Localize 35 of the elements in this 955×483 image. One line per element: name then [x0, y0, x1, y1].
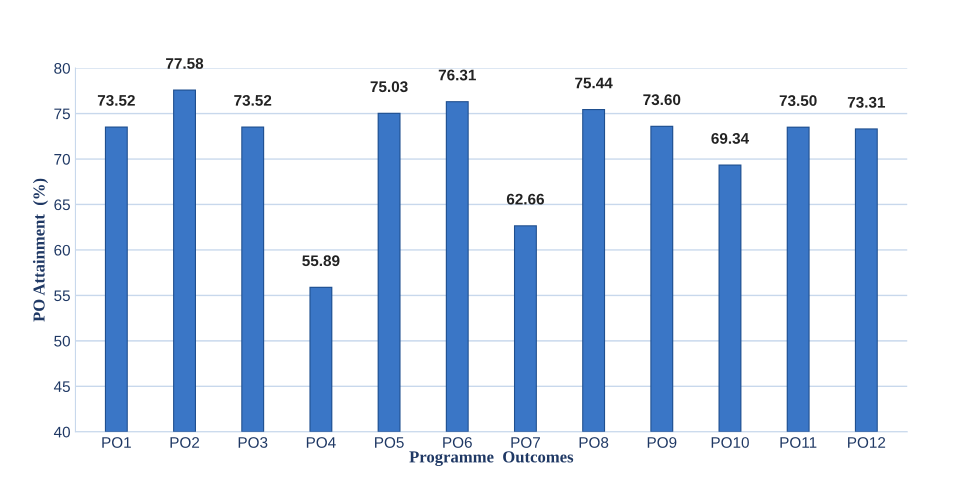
x-tick-label: PO10: [712, 437, 749, 448]
y-tick-label: 55: [54, 290, 70, 302]
x-tick-label: PO11: [780, 437, 816, 448]
y-tick-label: 60: [54, 244, 70, 256]
y-tick-label: 45: [54, 381, 70, 392]
x-tick-label: PO1: [102, 437, 131, 448]
x-tick-label: PO8: [580, 437, 608, 448]
x-tick-label: PO9: [648, 437, 676, 448]
data-label: 62.66: [506, 194, 544, 205]
y-tick-label: 40: [54, 426, 70, 438]
x-tick-label: PO3: [238, 437, 268, 448]
data-label: 76.31: [438, 70, 476, 80]
data-label: 73.60: [643, 94, 680, 106]
x-tick-label: PO4: [306, 437, 336, 448]
data-label: 73.50: [780, 95, 817, 106]
y-tick-label: 75: [54, 108, 70, 120]
y-tick-label: 65: [54, 199, 70, 210]
data-label: 69.34: [711, 133, 750, 144]
data-label: 75.03: [370, 81, 408, 92]
data-label: 73.31: [848, 96, 886, 108]
x-tick-label: PO7: [511, 437, 540, 448]
y-tick-label: 50: [54, 336, 70, 347]
x-tick-label: PO12: [848, 437, 886, 448]
data-label: 77.58: [166, 58, 204, 69]
y-tick-label: 80: [54, 62, 70, 74]
data-label: 55.89: [302, 255, 340, 266]
x-tick-label: PO6: [443, 437, 472, 448]
y-tick-label: 70: [54, 154, 70, 165]
data-label: 73.52: [234, 95, 272, 106]
x-tick-label: PO5: [375, 437, 404, 448]
x-axis-title: Programme Outcomes: [409, 451, 574, 466]
data-label: 73.52: [98, 95, 135, 106]
y-axis-title: PO Attainment (%): [32, 178, 48, 322]
data-label: 75.44: [575, 78, 613, 88]
x-tick-label: PO2: [170, 437, 200, 448]
